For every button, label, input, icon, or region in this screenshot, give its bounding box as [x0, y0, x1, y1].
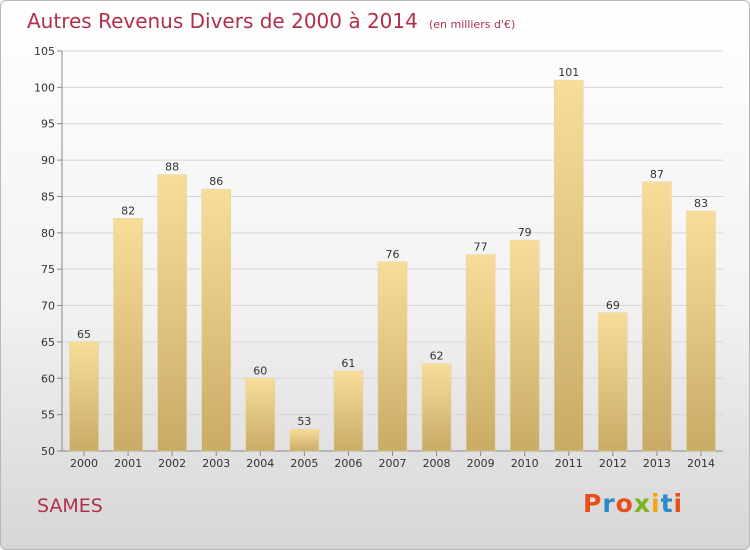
bar — [69, 341, 99, 452]
x-tick-label: 2007 — [379, 457, 407, 470]
bar — [509, 239, 540, 452]
x-tick-label: 2003 — [202, 457, 230, 470]
bar — [377, 261, 408, 452]
x-tick-label: 2001 — [114, 457, 142, 470]
bar — [201, 188, 231, 452]
bar — [113, 218, 143, 452]
bar — [245, 378, 276, 452]
data-label: 65 — [77, 328, 91, 341]
chart-header: Autres Revenus Divers de 2000 à 2014 (en… — [27, 9, 515, 33]
data-label: 62 — [430, 350, 444, 363]
y-tick-label: 65 — [41, 336, 55, 349]
logo-letter: r — [602, 489, 616, 518]
logo-letter: i — [673, 489, 684, 518]
y-tick-label: 70 — [41, 300, 55, 313]
y-tick-label: 105 — [34, 45, 55, 58]
proxiti-logo[interactable]: Proxiti — [583, 489, 683, 518]
y-tick-label: 75 — [41, 263, 55, 276]
chart-title: Autres Revenus Divers de 2000 à 2014 — [27, 9, 418, 33]
x-tick-label: 2014 — [687, 457, 715, 470]
bar — [598, 312, 628, 452]
y-tick-label: 100 — [34, 81, 55, 94]
x-tick-label: 2012 — [599, 457, 627, 470]
x-tick-label: 2011 — [555, 457, 583, 470]
data-label: 69 — [606, 299, 620, 312]
logo-letter: i — [651, 489, 661, 518]
y-tick-label: 95 — [41, 118, 55, 131]
y-tick-label: 85 — [41, 190, 55, 203]
bar — [642, 181, 672, 452]
bar — [289, 428, 320, 452]
x-tick-label: 2000 — [70, 457, 98, 470]
bars — [69, 79, 716, 452]
x-tick-label: 2013 — [643, 457, 671, 470]
x-tick-label: 2009 — [467, 457, 495, 470]
data-label: 83 — [694, 197, 708, 210]
x-tick-label: 2004 — [246, 457, 274, 470]
data-label: 87 — [650, 168, 664, 181]
labels: 50 55 60 65 70 75 80 85 90 95 100 105 2000 65 2001 82 20… — [34, 45, 715, 470]
y-tick-label: 90 — [41, 154, 55, 167]
x-tick-label: 2002 — [158, 457, 186, 470]
x-tick-label: 2005 — [290, 457, 318, 470]
data-label: 60 — [253, 364, 267, 377]
data-label: 79 — [518, 226, 532, 239]
bar — [465, 254, 496, 452]
data-label: 86 — [209, 175, 223, 188]
x-tick-label: 2008 — [423, 457, 451, 470]
data-label: 77 — [474, 241, 488, 254]
bar — [686, 210, 716, 452]
logo-letter: P — [583, 489, 603, 518]
x-tick-label: 2006 — [334, 457, 362, 470]
data-label: 76 — [386, 248, 400, 261]
data-label: 88 — [165, 161, 179, 174]
y-tick-label: 55 — [41, 409, 55, 422]
data-label: 82 — [121, 204, 135, 217]
y-tick-label: 80 — [41, 227, 55, 240]
bar — [157, 174, 187, 452]
bar — [554, 79, 584, 452]
logo-letter: x — [633, 489, 651, 518]
logo-letter: o — [615, 489, 634, 518]
chart-subtitle: (en milliers d'€) — [428, 18, 516, 31]
place-name: SAMES — [37, 495, 103, 517]
logo-letter: t — [660, 489, 674, 518]
bar — [421, 363, 452, 452]
y-tick-label: 50 — [41, 445, 55, 458]
x-tick-label: 2010 — [511, 457, 539, 470]
data-label: 61 — [341, 357, 355, 370]
data-label: 101 — [558, 66, 579, 79]
data-label: 53 — [297, 415, 311, 428]
bar — [333, 370, 364, 452]
y-tick-label: 60 — [41, 372, 55, 385]
